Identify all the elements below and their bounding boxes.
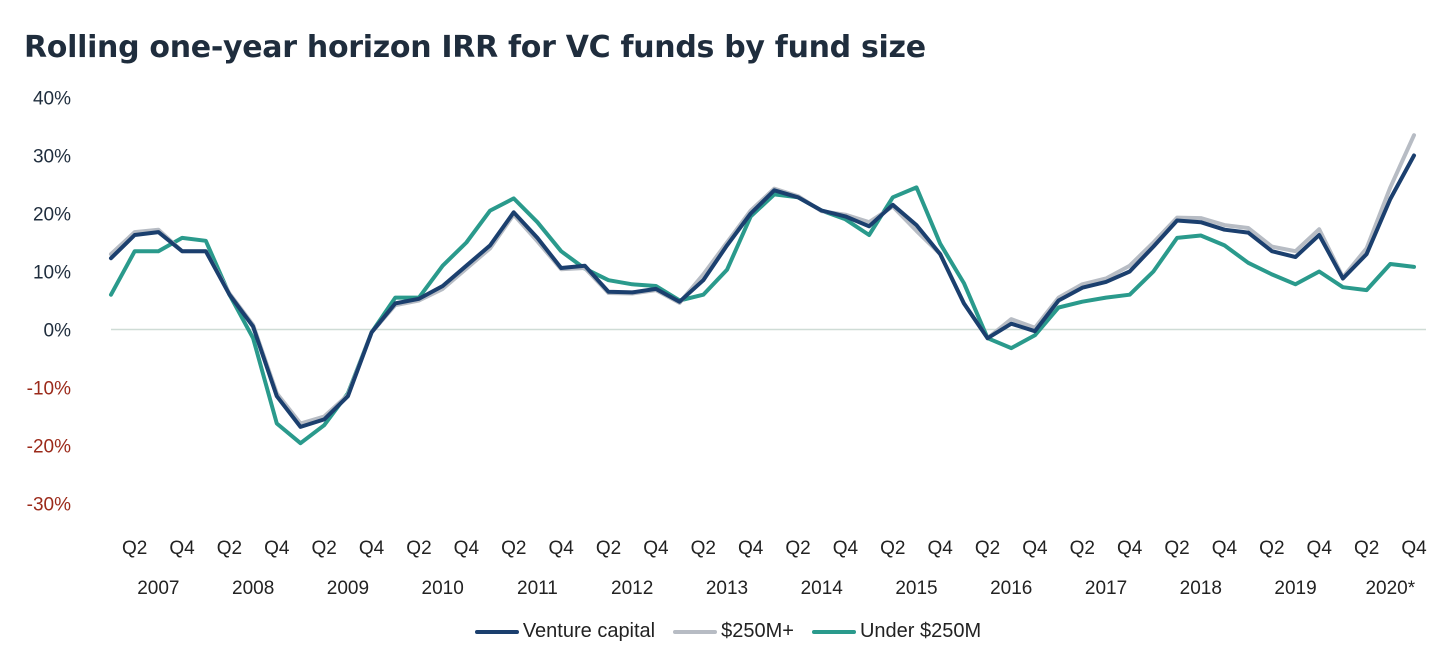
x-axis-quarter-labels: Q2 Q4 Q2 Q4 Q2 Q4 Q2 Q4 Q2 Q4 Q2 Q4 Q2 Q4 Q2 Q4 Q2 Q4 Q2 Q4… xyxy=(122,538,1427,559)
x-tick-label: Q4 xyxy=(1117,538,1143,559)
x-tick-label: Q4 xyxy=(1401,538,1427,559)
x-year-label: 2015 xyxy=(895,578,937,599)
x-tick-label: Q4 xyxy=(264,538,290,559)
x-tick-label: Q2 xyxy=(406,538,431,559)
x-tick-label: Q4 xyxy=(738,538,764,559)
x-tick-label: Q4 xyxy=(643,538,669,559)
x-year-label: 2007 xyxy=(137,578,179,599)
chart-title: Rolling one-year horizon IRR for VC fund… xyxy=(24,30,926,65)
legend-swatch xyxy=(811,629,856,634)
x-year-label: 2014 xyxy=(801,578,844,599)
line-chart: 40%30%20%10%0%-10%-20%-30% Q2 Q4 Q2 Q4 Q2 Q4 Q… xyxy=(27,89,1427,600)
x-year-label: 2012 xyxy=(611,578,653,599)
y-axis-ticks: 40% 30% 20% 10% 0% -10% -20% -30% xyxy=(27,89,71,516)
x-year-label: 2009 xyxy=(327,578,369,599)
x-tick-label: Q4 xyxy=(1307,538,1333,559)
x-tick-label: Q2 xyxy=(217,538,242,559)
legend: Venture capital $250M+ Under $250M xyxy=(0,620,1456,643)
x-tick-label: Q2 xyxy=(785,538,810,559)
x-axis-year-labels: 2007 2008 2009 2010 2011 2012 2013 2014 2015 2016… xyxy=(137,578,1415,599)
x-year-label: 2008 xyxy=(232,578,274,599)
x-tick-label: Q4 xyxy=(928,538,954,559)
series-lines xyxy=(109,133,1416,446)
legend-label: Venture capital xyxy=(522,620,656,642)
x-year-label: 2016 xyxy=(990,578,1032,599)
x-tick-label: Q4 xyxy=(169,538,195,559)
y-tick-label: 20% xyxy=(33,205,71,226)
legend-label: Under $250M xyxy=(859,620,982,642)
x-year-label: 2011 xyxy=(517,578,558,599)
x-year-label: 2017 xyxy=(1085,578,1127,599)
x-tick-label: Q2 xyxy=(691,538,716,559)
legend-swatch xyxy=(673,629,718,634)
legend-item: $250M+ xyxy=(673,620,794,643)
legend-label: $250M+ xyxy=(721,620,794,642)
series-line-250m xyxy=(109,133,1416,426)
x-tick-label: Q2 xyxy=(880,538,905,559)
series-line-venture-capital xyxy=(109,153,1416,429)
legend-item: Under $250M xyxy=(811,620,982,643)
x-tick-label: Q4 xyxy=(548,538,574,559)
y-tick-label: -20% xyxy=(27,437,71,458)
y-tick-label: -30% xyxy=(27,495,71,516)
legend-swatch xyxy=(474,629,519,634)
x-tick-label: Q2 xyxy=(1164,538,1189,559)
x-year-label: 2010 xyxy=(422,578,464,599)
x-tick-label: Q4 xyxy=(833,538,859,559)
x-tick-label: Q2 xyxy=(1259,538,1284,559)
series-line-under-250m xyxy=(109,185,1416,446)
x-tick-label: Q4 xyxy=(1022,538,1048,559)
x-tick-label: Q4 xyxy=(359,538,385,559)
y-tick-label: 30% xyxy=(33,147,71,168)
x-year-label: 2020* xyxy=(1365,578,1415,599)
legend-item: Venture capital xyxy=(474,620,656,643)
y-tick-label: 10% xyxy=(33,263,71,284)
x-tick-label: Q2 xyxy=(312,538,337,559)
x-tick-label: Q2 xyxy=(596,538,621,559)
y-tick-label: 0% xyxy=(44,321,72,342)
x-year-label: 2013 xyxy=(706,578,748,599)
x-tick-label: Q2 xyxy=(501,538,526,559)
x-tick-label: Q4 xyxy=(1212,538,1238,559)
x-year-label: 2018 xyxy=(1180,578,1222,599)
x-year-label: 2019 xyxy=(1274,578,1316,599)
x-tick-label: Q4 xyxy=(454,538,480,559)
y-tick-label: 40% xyxy=(33,89,71,110)
x-tick-label: Q2 xyxy=(975,538,1000,559)
x-tick-label: Q2 xyxy=(1070,538,1095,559)
x-tick-label: Q2 xyxy=(1354,538,1379,559)
y-tick-label: -10% xyxy=(27,379,71,400)
x-tick-label: Q2 xyxy=(122,538,147,559)
